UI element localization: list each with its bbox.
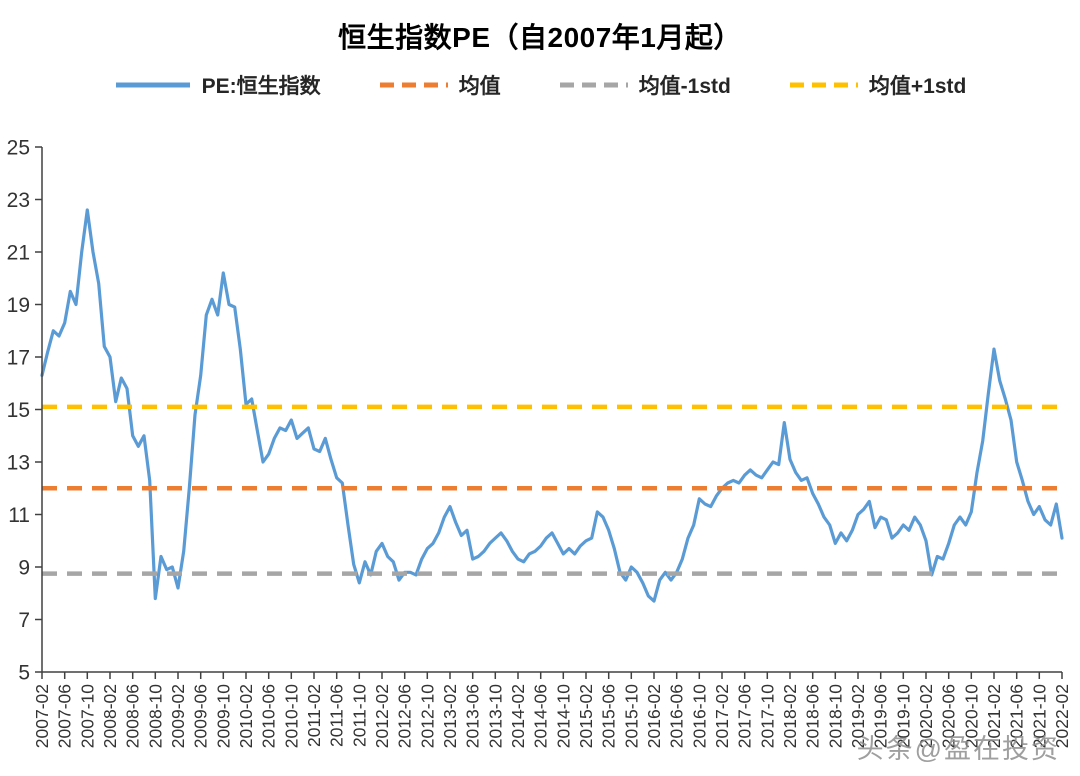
svg-text:2018-10: 2018-10	[825, 684, 845, 748]
svg-text:2008-10: 2008-10	[145, 684, 165, 748]
legend-item-mean-minus-1std: 均值-1std	[559, 70, 731, 100]
svg-text:2013-02: 2013-02	[440, 684, 460, 748]
svg-text:19: 19	[7, 294, 30, 317]
legend-item-mean-plus-1std: 均值+1std	[789, 70, 966, 100]
legend-item-mean: 均值	[379, 70, 501, 100]
svg-text:2022-02: 2022-02	[1052, 684, 1072, 748]
svg-text:2007-10: 2007-10	[77, 684, 97, 748]
svg-text:2019-10: 2019-10	[893, 684, 913, 748]
svg-text:2009-02: 2009-02	[168, 684, 188, 748]
svg-text:15: 15	[7, 399, 30, 422]
svg-text:2021-10: 2021-10	[1029, 684, 1049, 748]
svg-text:2009-10: 2009-10	[213, 684, 233, 748]
svg-text:2021-02: 2021-02	[984, 684, 1004, 748]
svg-text:13: 13	[7, 451, 30, 474]
svg-text:2012-02: 2012-02	[372, 684, 392, 748]
legend-label-mean: 均值	[458, 75, 501, 98]
svg-text:2016-10: 2016-10	[689, 684, 709, 748]
svg-text:5: 5	[18, 661, 30, 684]
legend-item-pe: PE:恒生指数	[114, 70, 321, 100]
svg-text:25: 25	[7, 136, 30, 159]
svg-text:2008-06: 2008-06	[123, 684, 143, 748]
legend-label-pe: PE:恒生指数	[201, 75, 321, 98]
svg-text:2018-02: 2018-02	[780, 684, 800, 748]
svg-text:2010-02: 2010-02	[236, 684, 256, 748]
svg-text:2020-10: 2020-10	[961, 684, 981, 748]
svg-text:2019-06: 2019-06	[871, 684, 891, 748]
svg-text:2013-10: 2013-10	[485, 684, 505, 748]
svg-text:23: 23	[7, 189, 30, 212]
svg-text:2016-06: 2016-06	[667, 684, 687, 748]
svg-text:2020-02: 2020-02	[916, 684, 936, 748]
svg-text:2011-02: 2011-02	[304, 684, 324, 747]
svg-text:2007-02: 2007-02	[32, 684, 52, 748]
svg-text:2014-06: 2014-06	[531, 684, 551, 748]
svg-text:2007-06: 2007-06	[55, 684, 75, 748]
pe-line-chart: 5 7 9 11 13 15 17 19 21 23 25 2007-02 2007-06 2007-10…	[7, 136, 1072, 748]
svg-text:2021-06: 2021-06	[1007, 684, 1027, 748]
svg-text:2011-10: 2011-10	[349, 684, 369, 747]
svg-text:17: 17	[7, 346, 30, 369]
svg-text:2015-06: 2015-06	[599, 684, 619, 748]
legend-dashed-line-icon	[379, 82, 448, 88]
svg-text:11: 11	[8, 504, 30, 527]
svg-text:2014-10: 2014-10	[553, 684, 573, 748]
svg-text:2019-02: 2019-02	[848, 684, 868, 748]
legend-solid-line-icon	[115, 82, 190, 88]
svg-text:2008-02: 2008-02	[100, 684, 120, 748]
svg-text:2015-02: 2015-02	[576, 684, 596, 748]
svg-text:2018-06: 2018-06	[803, 684, 823, 748]
svg-text:2013-06: 2013-06	[463, 684, 483, 748]
svg-text:2020-06: 2020-06	[939, 684, 959, 748]
svg-text:2012-10: 2012-10	[417, 684, 437, 748]
legend-label-mean-plus-1std: 均值+1std	[868, 75, 967, 98]
legend-dashed-line-icon	[559, 82, 628, 88]
svg-text:2009-06: 2009-06	[191, 684, 211, 748]
svg-text:2017-02: 2017-02	[712, 684, 732, 748]
svg-text:2012-06: 2012-06	[395, 684, 415, 748]
svg-text:2014-02: 2014-02	[508, 684, 528, 748]
legend-dashed-line-icon	[789, 82, 858, 88]
svg-text:2010-10: 2010-10	[281, 684, 301, 748]
svg-text:2017-06: 2017-06	[735, 684, 755, 748]
svg-text:2015-10: 2015-10	[621, 684, 641, 748]
watermark: 头条@盈在投资	[856, 734, 1060, 764]
svg-text:9: 9	[18, 556, 30, 579]
legend-label-mean-minus-1std: 均值-1std	[638, 75, 731, 98]
svg-text:2011-06: 2011-06	[327, 684, 347, 747]
svg-text:2016-02: 2016-02	[644, 684, 664, 748]
svg-text:21: 21	[7, 241, 30, 264]
legend: PE:恒生指数 均值 均值-1std 均值+1std	[0, 70, 1080, 100]
chart-title: 恒生指数PE（自2007年1月起）	[338, 22, 742, 53]
svg-text:7: 7	[18, 609, 30, 632]
svg-text:2017-10: 2017-10	[757, 684, 777, 748]
svg-text:2010-06: 2010-06	[259, 684, 279, 748]
